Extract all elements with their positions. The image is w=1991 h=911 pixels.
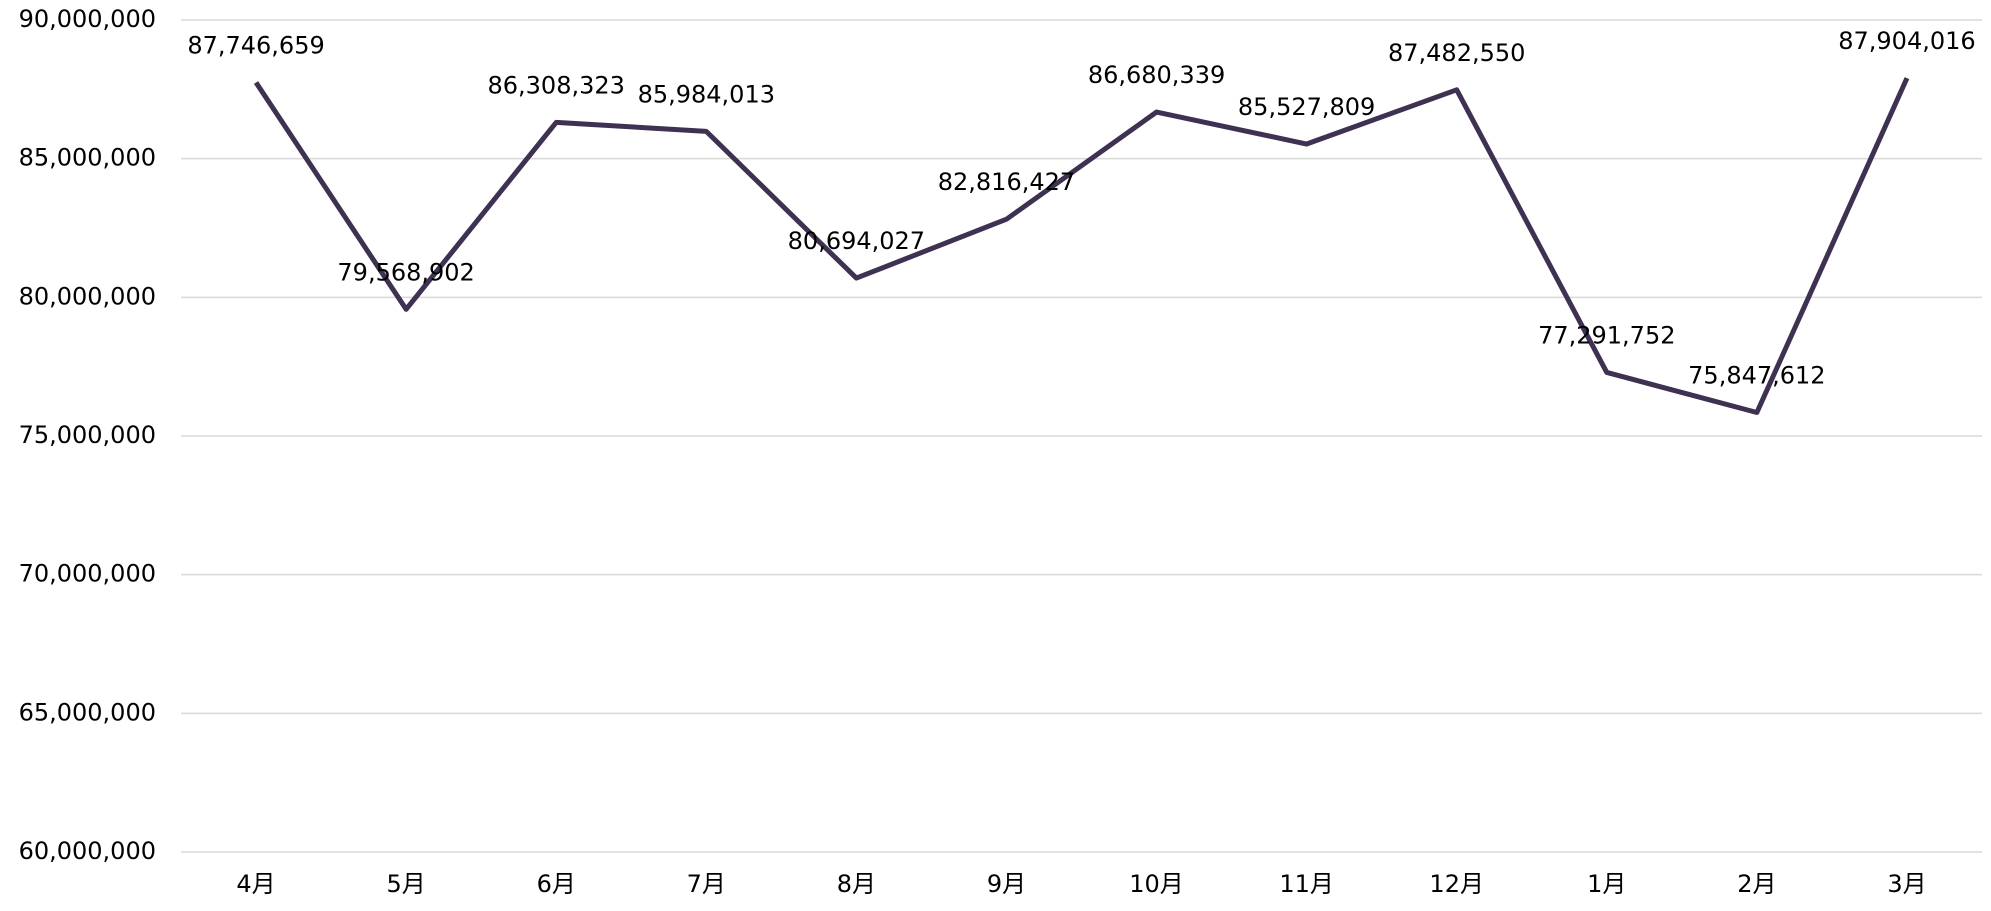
x-tick-label: 7月 — [687, 870, 726, 898]
y-tick-label: 60,000,000 — [19, 837, 156, 865]
data-label: 85,527,809 — [1238, 93, 1375, 121]
y-tick-label: 65,000,000 — [19, 698, 156, 726]
x-tick-label: 12月 — [1429, 870, 1484, 898]
line — [253, 77, 1910, 415]
y-tick-label: 75,000,000 — [19, 421, 156, 449]
data-label: 80,694,027 — [788, 227, 925, 255]
x-tick-label: 5月 — [386, 870, 425, 898]
y-tick-label: 80,000,000 — [19, 282, 156, 310]
y-tick-label: 90,000,000 — [19, 5, 156, 33]
y-tick-label: 85,000,000 — [19, 144, 156, 172]
data-label: 85,984,013 — [638, 80, 775, 108]
data-label: 86,680,339 — [1088, 61, 1225, 89]
data-label: 86,308,323 — [487, 71, 624, 99]
x-tick-label: 4月 — [236, 870, 275, 898]
data-label: 87,746,659 — [187, 31, 324, 59]
x-tick-label: 3月 — [1887, 870, 1926, 898]
x-tick-label: 2月 — [1737, 870, 1776, 898]
y-tick-label: 70,000,000 — [19, 560, 156, 588]
data-label: 87,482,550 — [1388, 39, 1525, 67]
data-label: 75,847,612 — [1688, 361, 1825, 389]
data-label: 77,291,752 — [1538, 321, 1675, 349]
x-tick-label: 6月 — [537, 870, 576, 898]
x-tick-label: 8月 — [837, 870, 876, 898]
data-label: 82,816,427 — [938, 168, 1075, 196]
x-tick-label: 9月 — [987, 870, 1026, 898]
x-tick-label: 11月 — [1279, 870, 1334, 898]
x-tick-label: 10月 — [1129, 870, 1184, 898]
data-label: 79,568,902 — [337, 258, 474, 286]
x-tick-label: 1月 — [1587, 870, 1626, 898]
data-label: 87,904,016 — [1838, 27, 1975, 55]
